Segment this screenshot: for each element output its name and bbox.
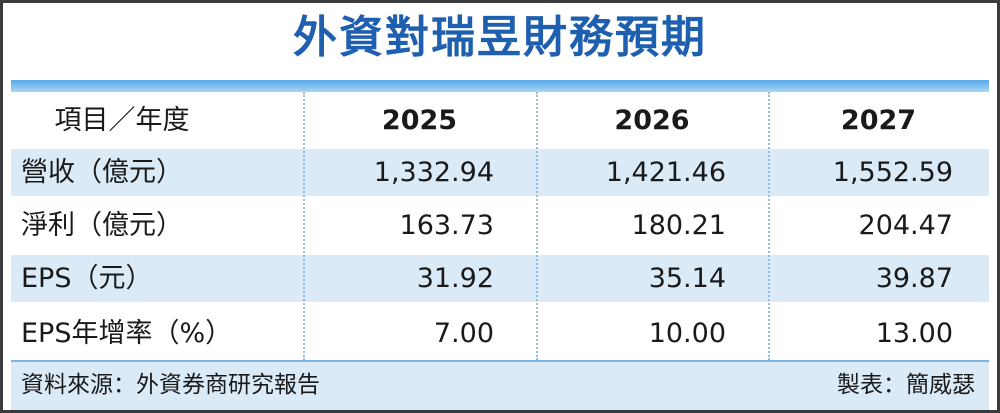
row-label: 營收（億元） [21, 157, 183, 188]
column-divider [536, 92, 538, 360]
table-row-net-income: 淨利（億元） 163.73 180.21 204.47 [11, 202, 989, 249]
row-label: EPS年增率（%） [21, 318, 233, 349]
cell-value: 1,332.94 [373, 157, 494, 188]
cell-value: 163.73 [399, 210, 494, 241]
table-row-eps-growth: EPS年增率（%） 7.00 10.00 13.00 [11, 308, 989, 360]
table-row-revenue: 營收（億元） 1,332.94 1,421.46 1,552.59 [11, 149, 989, 196]
forecast-table: 項目／年度 2025 2026 2027 營收（億元） 1,332.94 1,4… [11, 92, 989, 360]
header-2027: 2027 [840, 105, 917, 136]
row-label: 淨利（億元） [21, 210, 183, 241]
cell-value: 7.00 [433, 318, 494, 349]
table-row-eps: EPS（元） 31.92 35.14 39.87 [11, 255, 989, 302]
column-divider [768, 92, 770, 360]
row-label: EPS（元） [21, 263, 153, 294]
header-2025: 2025 [381, 105, 458, 136]
cell-value: 1,421.46 [605, 157, 726, 188]
cell-value: 10.00 [648, 318, 726, 349]
table-header-row: 項目／年度 2025 2026 2027 [11, 92, 989, 149]
cell-value: 13.00 [875, 318, 953, 349]
cell-value: 204.47 [858, 210, 953, 241]
source-note: 資料來源：外資券商研究報告 [21, 372, 320, 398]
cell-value: 1,552.59 [832, 157, 953, 188]
credit-note: 製表：簡威瑟 [837, 372, 975, 398]
title-divider [11, 80, 989, 92]
cell-value: 39.87 [875, 263, 953, 294]
footer-bar: 資料來源：外資券商研究報告 製表：簡威瑟 [11, 360, 989, 410]
cell-value: 180.21 [631, 210, 726, 241]
column-divider [303, 92, 305, 360]
infographic-title: 外資對瑞昱財務預期 [293, 12, 707, 63]
cell-value: 35.14 [648, 263, 726, 294]
header-2026: 2026 [614, 105, 690, 136]
cell-value: 31.92 [416, 263, 494, 294]
header-item-year: 項目／年度 [54, 105, 190, 136]
